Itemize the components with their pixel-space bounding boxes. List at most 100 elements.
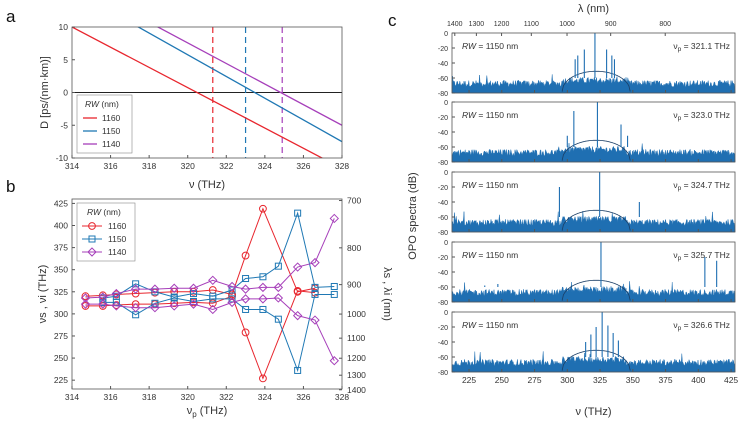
panel-b-point-1150	[311, 283, 319, 291]
panel-b-xtick-label: 314	[65, 392, 79, 402]
panel-a-ytick-label: -5	[60, 120, 68, 130]
panel-a-legend-title: RW (nm)	[85, 99, 119, 109]
panel-c-xtick-label: 325	[593, 375, 607, 385]
panel-c2-ytick-label: -60	[438, 145, 448, 152]
panel-c3-ytick-label: 0	[444, 170, 448, 177]
panel-c1-pump-label: νp = 321.1 THz	[673, 41, 730, 53]
panel-b-point-1150	[274, 315, 282, 323]
panel-b-point-1140	[227, 297, 237, 308]
panel-b-point-1150	[311, 290, 319, 298]
panel-b-point-1140	[150, 302, 160, 313]
panel-b-point-1160	[259, 374, 267, 383]
panel-b-point-1150	[151, 299, 159, 307]
panel-b-point-1150	[190, 290, 197, 298]
panel-c-xtick-label: 425	[724, 375, 738, 385]
panel-b-ytick-label: 300	[54, 309, 68, 319]
panel-c2-ytick-label: -40	[438, 130, 448, 137]
panel-c-top-tick-label: 900	[605, 21, 617, 28]
panel-a-xtick-label: 324	[258, 161, 272, 171]
panel-b-point-1140	[130, 284, 141, 294]
panel-c5-ytick-label: -60	[438, 355, 448, 362]
panel-c5-ytick-label: -80	[438, 370, 448, 377]
panel-a-series-1160	[72, 27, 324, 158]
panel-b-point-1150	[330, 282, 338, 290]
panel-b-point-1160	[259, 204, 267, 213]
panel-c5-ytick-label: -40	[438, 340, 448, 347]
panel-b-ytick-label: 325	[54, 287, 68, 297]
panel-c2-rw-label: RW = 1150 nm	[462, 110, 518, 120]
panel-b-point-1150	[209, 295, 217, 303]
panel-a-xlabel: ν (THz)	[189, 179, 225, 191]
panel-a-ytick-label: 5	[63, 55, 68, 65]
panel-b-xtick-label: 316	[103, 392, 117, 402]
panel-b-xtick-label: 326	[296, 392, 310, 402]
panel-a-legend-label-1150: 1150	[102, 126, 121, 136]
panel-b-legend-marker-1140	[87, 247, 97, 257]
panel-b-point-1150	[170, 294, 178, 302]
panel-c4-noise-floor	[451, 281, 736, 303]
panel-b-ylabel-right: λs , λi (nm)	[381, 267, 393, 321]
panel-a-ylabel: D [ps/(nm·km)]	[39, 56, 51, 129]
panel-b-xtick-label: 324	[258, 392, 272, 402]
panel-a-ytick-label: -10	[56, 153, 69, 163]
panel-c-xtick-label: 300	[560, 375, 574, 385]
panel-b-ytick-label: 350	[54, 265, 68, 275]
panel-c-xtick-label: 225	[462, 375, 476, 385]
panel-c-top-tick-label: 1300	[469, 21, 485, 28]
panel-c4-pump-dome	[561, 279, 631, 301]
panel-c1-ytick-label: -40	[438, 61, 448, 68]
panel-c-ylabel: OPO spectra (dB)	[407, 172, 419, 259]
panel-c3-ytick-label: -20	[438, 185, 448, 192]
panel-b-ytick-label: 275	[54, 331, 68, 341]
panel-a-legend-box	[76, 94, 133, 154]
panel-b-point-1140	[258, 294, 268, 304]
panel-b-point-1140	[98, 299, 108, 309]
panel-b-rtick-label: 900	[347, 280, 361, 290]
panel-b-series-1140-upper	[85, 218, 335, 299]
panel-b-point-1150	[242, 305, 250, 313]
panel-b-point-1160	[208, 299, 217, 308]
panel-b-rtick-label: 700	[347, 196, 361, 206]
panel-b-xtick-label: 320	[181, 392, 195, 402]
panel-b-point-1150	[99, 298, 107, 306]
panel-c-top-tick-label: 1100	[524, 21, 539, 28]
panel-a-xtick-label: 328	[335, 161, 349, 171]
panel-b-point-1140	[188, 299, 199, 309]
panel-b-point-1160	[241, 251, 250, 260]
panel-c5-rw-label: RW = 1150 nm	[462, 320, 518, 330]
panel-b-point-1150	[259, 273, 267, 281]
panel-a-series-1140	[156, 27, 342, 126]
panel-b-letter: b	[6, 177, 15, 196]
panel-c5-noise-floor	[451, 351, 736, 373]
panel-c4-ytick-label: -80	[438, 300, 448, 307]
panel-c-top-tick-label: 1400	[447, 21, 463, 28]
panel-b-ytick-label: 225	[54, 375, 68, 385]
panel-c4-ytick-label: -20	[438, 255, 448, 262]
panel-b-point-1140	[292, 310, 303, 321]
panel-b-xtick-label: 318	[142, 392, 156, 402]
panel-c-top-label: λ (nm)	[578, 3, 609, 15]
panel-a-xtick-label: 314	[65, 161, 79, 171]
panel-b-legend-marker-1160	[88, 222, 96, 230]
panel-a-ytick-label: 0	[63, 88, 68, 98]
panel-c-letter: c	[388, 11, 397, 30]
panel-c-xlabel: ν (THz)	[575, 406, 611, 418]
panel-b-point-1140	[98, 292, 108, 302]
panel-c1-ytick-label: -60	[438, 76, 448, 83]
panel-b-point-1150	[294, 209, 302, 217]
panel-a-legend-label-1160: 1160	[102, 113, 121, 123]
panel-b-point-1140	[273, 282, 284, 293]
panel-a-xtick-label: 326	[296, 161, 310, 171]
panel-b-legend-label-1140: 1140	[108, 247, 127, 257]
panel-b-point-1140	[111, 301, 122, 311]
panel-b-ytick-label: 250	[54, 353, 68, 363]
panel-c2-ytick-label: -80	[438, 160, 448, 167]
panel-c-top-tick-label: 1200	[494, 21, 510, 28]
panel-a-xtick-label: 318	[142, 161, 156, 171]
panel-a-series-1150	[137, 27, 342, 143]
panel-a-xtick-label: 322	[219, 161, 233, 171]
panel-b-point-1160	[241, 328, 250, 337]
panel-b-rtick-label: 1100	[347, 333, 366, 343]
panel-b-ytick-label: 375	[54, 243, 68, 253]
panel-c2-pump-dome	[561, 139, 631, 161]
